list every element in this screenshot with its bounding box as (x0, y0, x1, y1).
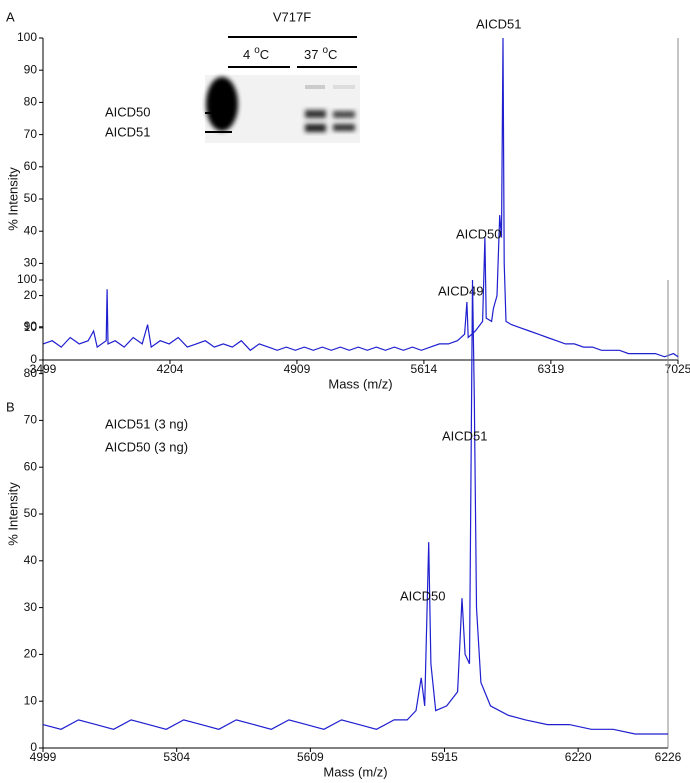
peak-annotation: AICD51 (476, 16, 522, 31)
gel-band (333, 85, 355, 89)
y-tick-label: 40 (24, 223, 38, 237)
peak-annotation: AICD49 (438, 283, 484, 298)
y-axis-label: % Intensity (5, 482, 20, 546)
gel-band (305, 110, 326, 118)
x-axis-label: Mass (m/z) (328, 376, 392, 391)
gel-band (305, 85, 325, 89)
gel-inset: V717F 4 oC 37 oC AICD50 AICD51 (105, 9, 360, 143)
band-label: AICD50 (105, 104, 151, 119)
y-tick-label: 90 (24, 319, 38, 333)
lane-unit: C (328, 47, 337, 62)
y-tick-label: 0 (30, 352, 37, 366)
spectrum-line (42, 279, 668, 735)
band-label: AICD51 (105, 124, 151, 139)
spectrum-line (42, 37, 679, 358)
y-tick-label: 90 (24, 62, 38, 76)
gel-band (333, 124, 355, 131)
lane-degree: o (254, 45, 260, 56)
peak-annotation: AICD50 (400, 588, 446, 603)
note: AICD51 (3 ng) (105, 416, 188, 431)
y-tick-label: 20 (24, 288, 38, 302)
x-tick-label: 6319 (538, 362, 565, 376)
y-tick-label: 50 (24, 506, 38, 520)
y-tick-label: 80 (24, 366, 38, 380)
x-tick-label: 6220 (565, 750, 592, 764)
y-tick-label: 70 (24, 413, 38, 427)
y-tick-label: 10 (24, 693, 38, 707)
lane-unit: C (260, 47, 269, 62)
peak-annotation: AICD50 (456, 226, 502, 241)
y-tick-label: 40 (24, 553, 38, 567)
lane-temp: 37 (304, 47, 318, 62)
y-tick-label: 10 (24, 320, 38, 334)
lane-label: 4 oC (243, 45, 269, 63)
note: AICD50 (3 ng) (105, 439, 188, 454)
lane-degree: o (322, 45, 328, 56)
x-tick-label: 5609 (297, 750, 324, 764)
y-tick-label: 20 (24, 647, 38, 661)
gel-band (206, 77, 238, 131)
y-tick-label: 70 (24, 127, 38, 141)
y-tick-label: 100 (17, 272, 37, 286)
y-tick-label: 50 (24, 191, 38, 205)
x-tick-label: 5915 (431, 750, 458, 764)
x-tick-label: 5614 (411, 362, 438, 376)
y-tick-label: 60 (24, 159, 38, 173)
x-axis-end-label: 6226 (655, 750, 682, 764)
y-tick-label: 80 (24, 95, 38, 109)
x-tick-label: 4204 (157, 362, 184, 376)
lane-temp: 4 (243, 47, 250, 62)
x-tick-label: 5304 (163, 750, 190, 764)
y-axis-label: % Intensity (5, 167, 20, 231)
x-tick-label: 4999 (30, 750, 57, 764)
inset-title: V717F (273, 9, 311, 24)
lane-label: 37 oC (304, 45, 337, 63)
x-axis-label: Mass (m/z) (323, 764, 387, 779)
y-tick-label: 30 (24, 256, 38, 270)
panel-label: A (6, 9, 15, 24)
gel-band (333, 111, 355, 118)
y-tick-label: 0 (30, 740, 37, 754)
peak-annotation: AICD51 (442, 428, 488, 443)
x-tick-label: 7025 (665, 362, 690, 376)
panel-label: B (6, 399, 15, 414)
x-tick-label: 4909 (284, 362, 311, 376)
y-tick-label: 60 (24, 459, 38, 473)
y-tick-label: 100 (17, 30, 37, 44)
y-tick-label: 30 (24, 600, 38, 614)
gel-band (305, 124, 326, 132)
